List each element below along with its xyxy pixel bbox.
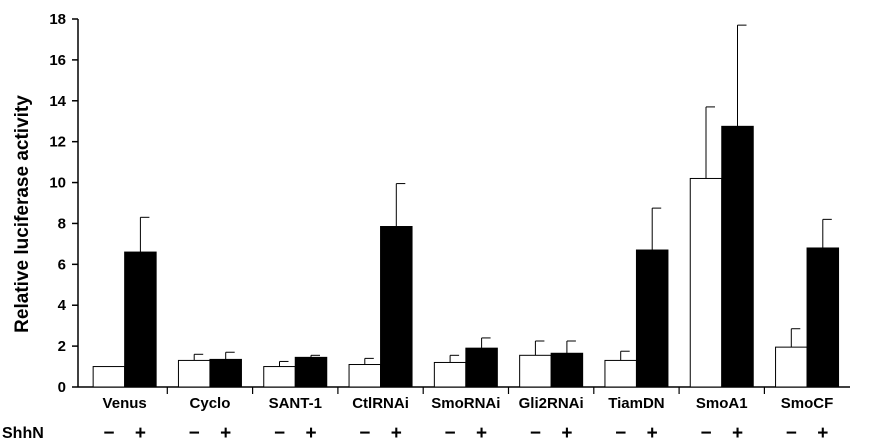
bar [775,346,808,388]
y-tick-label: 0 [58,379,66,396]
bar [209,358,242,388]
treatment-sign: − [359,423,370,444]
y-tick-label: 4 [58,297,67,314]
category-label: CtlRNAi [352,395,409,412]
treatment-label: ShhN [2,425,44,442]
y-tick-label: 12 [49,134,66,151]
bar [380,226,413,388]
y-tick-label: 10 [49,175,66,192]
bar [635,249,669,388]
category-label: SmoRNAi [431,395,500,412]
category-label: Gli2RNAi [519,395,584,412]
bars-layer [92,24,840,388]
category-label: SmoA1 [696,395,748,412]
treatment-sign: + [817,423,828,444]
bar [124,251,157,388]
treatment-sign: + [391,423,402,444]
bar [294,356,328,388]
category-label: SmoCF [781,395,834,412]
treatment-sign: − [615,423,626,444]
y-tick-label: 14 [49,93,66,110]
y-tick-label: 2 [58,338,66,355]
category-label: Cyclo [190,395,231,412]
treatment-sign: − [700,423,711,444]
labels-layer: Venus− +Cyclo− +SANT-1− +CtlRNAi− +SmoRNAi− +… [103,395,834,444]
treatment-sign: − [530,423,541,444]
bar [433,361,467,388]
bar [177,359,211,388]
bar [92,366,126,388]
bar [519,354,552,388]
treatment-sign: + [220,423,231,444]
treatment-sign: + [561,423,572,444]
bar [604,359,637,388]
y-tick-label: 18 [49,11,66,28]
treatment-sign: − [445,423,456,444]
treatment-sign: − [189,423,200,444]
bar [465,347,498,388]
treatment-sign: + [305,423,316,444]
y-tick-label: 6 [58,256,66,273]
bar [721,125,754,388]
bar [348,364,382,388]
bar [689,177,723,388]
bar [806,247,840,388]
category-label: Venus [103,395,147,412]
treatment-sign: + [647,423,658,444]
treatment-sign: − [786,423,797,444]
treatment-sign: + [135,423,146,444]
treatment-sign: − [103,423,114,444]
category-label: SANT-1 [269,395,322,412]
treatment-sign: + [476,423,487,444]
category-label: TiamDN [608,395,664,412]
treatment-sign: + [732,423,743,444]
bar [550,352,584,388]
y-tick-label: 8 [58,215,66,232]
y-tick-label: 16 [49,52,66,69]
treatment-sign: − [274,423,285,444]
bar [263,366,296,388]
y-axis-label: Relative luciferase activity [12,95,33,333]
